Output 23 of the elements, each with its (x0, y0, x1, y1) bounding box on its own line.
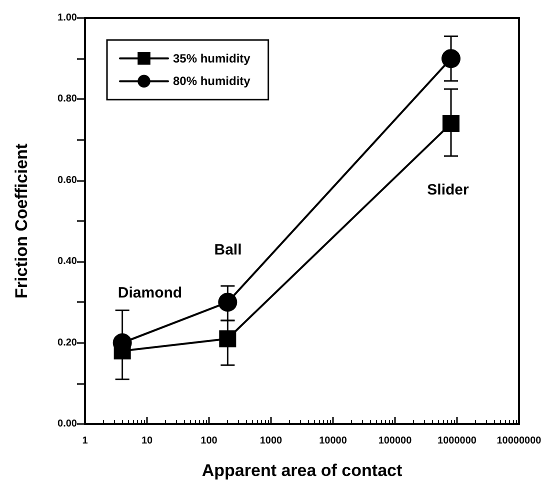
y-tick-label: 0.80 (58, 94, 78, 105)
legend-label: 35% humidity (173, 51, 251, 66)
y-tick-label: 0.60 (58, 174, 78, 186)
legend-label: 80% humidity (173, 74, 251, 88)
x-tick-label: 1 (82, 436, 88, 446)
annotation: Diamond (118, 284, 182, 302)
point (442, 49, 460, 68)
x-tick-label: 10000 (319, 436, 348, 446)
y-tick-label: 0.20 (58, 337, 78, 348)
x-tick-label: 100 (200, 436, 218, 446)
x-axis-title: Apparent area of contact (202, 461, 402, 480)
x-tick-label: 1000000 (438, 436, 477, 446)
y-axis-title: Friction Coefficient (12, 143, 31, 298)
x-tick-label: 10000000 (496, 436, 542, 446)
x-tick-label: 1000 (260, 436, 283, 446)
point (442, 115, 460, 132)
x-tick-label: 100000 (378, 436, 412, 446)
y-tick-label: 0.00 (58, 418, 78, 430)
annotation: Ball (214, 242, 242, 258)
y-tick-label: 1.00 (58, 12, 78, 24)
y-tick-label: 0.40 (58, 256, 78, 268)
x-tick-label: 10 (141, 436, 153, 446)
annotation: Slider (427, 182, 469, 198)
